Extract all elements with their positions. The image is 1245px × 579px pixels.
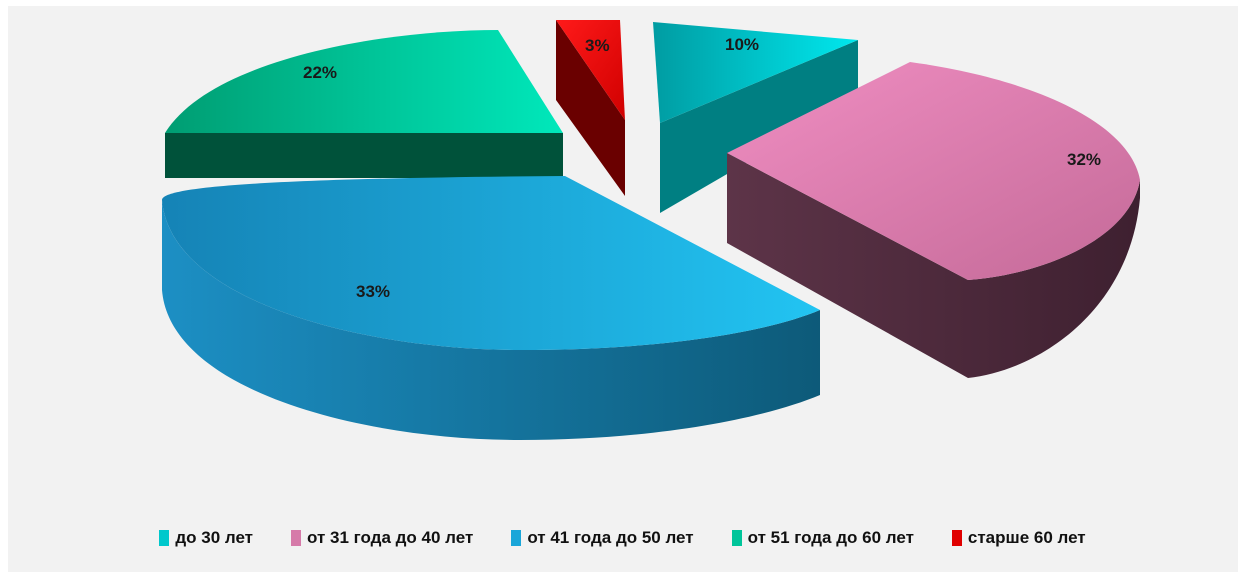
- slice-31-40: [727, 62, 1140, 378]
- legend-item-51-60: от 51 года до 60 лет: [731, 528, 914, 548]
- slice-41-50: [162, 176, 820, 440]
- legend-item-31-40: от 31 года до 40 лет: [291, 528, 473, 548]
- legend-swatch: [731, 530, 742, 546]
- legend-label: от 31 года до 40 лет: [307, 528, 474, 547]
- legend-swatch: [511, 530, 522, 546]
- legend-label: от 51 года до 60 лет: [747, 528, 914, 547]
- slice-under-30: [653, 22, 858, 213]
- legend-swatch: [951, 530, 962, 546]
- legend-item-under-30: до 30 лет: [159, 528, 253, 548]
- legend: до 30 лет от 31 года до 40 лет от 41 год…: [0, 522, 1245, 554]
- legend-swatch: [159, 530, 170, 546]
- legend-label: от 41 года до 50 лет: [527, 528, 694, 547]
- slice-60-plus: [556, 20, 625, 196]
- label-31-40: 32%: [1067, 150, 1101, 169]
- label-51-60: 22%: [303, 63, 337, 82]
- slice-labels: 10% 32% 33% 22% 3%: [303, 35, 1101, 301]
- slice-51-60: [165, 30, 563, 178]
- legend-label: до 30 лет: [175, 528, 254, 547]
- label-under-30: 10%: [725, 35, 759, 54]
- legend-item-41-50: от 41 года до 50 лет: [511, 528, 694, 548]
- legend-item-60-plus: старше 60 лет: [951, 528, 1086, 548]
- legend-swatch: [291, 530, 302, 546]
- label-41-50: 33%: [356, 282, 390, 301]
- legend-label: старше 60 лет: [967, 528, 1086, 547]
- label-60-plus: 3%: [585, 36, 610, 55]
